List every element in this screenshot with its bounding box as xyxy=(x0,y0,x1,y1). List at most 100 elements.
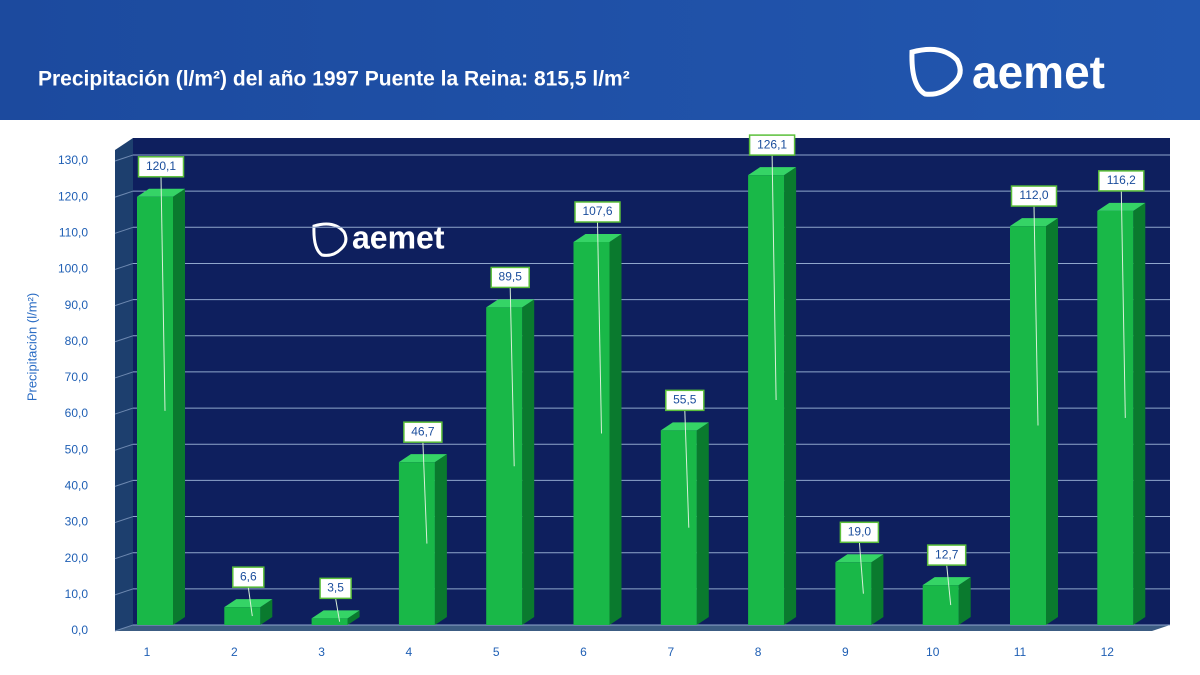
leader-line xyxy=(509,287,515,467)
bar-top xyxy=(311,610,360,619)
value-label: 89,5 xyxy=(499,270,523,284)
grid-line xyxy=(114,516,134,524)
bar xyxy=(486,299,535,625)
value-label: 112,0 xyxy=(1019,188,1048,202)
leader-line xyxy=(1033,206,1039,426)
bar xyxy=(660,422,709,625)
leader-line xyxy=(684,410,690,528)
bar xyxy=(224,599,273,625)
side-wall xyxy=(115,138,133,631)
y-tick-label: 100,0 xyxy=(58,262,88,276)
bar-top xyxy=(922,577,971,586)
value-label-box xyxy=(574,201,621,223)
bar-side xyxy=(958,577,971,625)
bar xyxy=(137,188,185,626)
grid-line xyxy=(114,624,134,632)
floor xyxy=(115,625,1170,631)
grid-line xyxy=(114,479,134,487)
value-label: 116,2 xyxy=(1107,173,1136,187)
leader-line xyxy=(946,565,952,606)
y-tick-label: 80,0 xyxy=(65,334,89,348)
y-tick-label: 10,0 xyxy=(65,587,89,601)
grid-line xyxy=(114,588,134,596)
back-wall xyxy=(133,138,1170,625)
bar xyxy=(1010,218,1058,626)
value-label: 107,6 xyxy=(582,204,612,218)
grid-line xyxy=(114,443,134,451)
bar-side xyxy=(260,599,273,625)
x-tick-label: 4 xyxy=(406,645,413,659)
bar-top xyxy=(660,422,709,431)
x-tick-label: 10 xyxy=(926,645,940,659)
bar-front xyxy=(573,241,610,625)
value-label: 3,5 xyxy=(327,581,344,595)
bar-front xyxy=(398,462,435,625)
x-tick-label: 7 xyxy=(667,645,674,659)
y-tick-label: 0,0 xyxy=(71,623,88,637)
bar-front xyxy=(137,196,173,626)
y-tick-label: 20,0 xyxy=(65,551,89,565)
x-tick-label: 9 xyxy=(842,645,849,659)
bar-side xyxy=(173,188,185,626)
bar-side xyxy=(347,610,360,625)
x-tick-label: 3 xyxy=(318,645,325,659)
leader-line xyxy=(422,442,428,544)
value-label-box xyxy=(137,156,185,178)
bar-front xyxy=(835,562,872,625)
grid-line xyxy=(114,190,134,198)
value-label-box xyxy=(319,577,352,600)
y-tick-label: 40,0 xyxy=(65,479,89,493)
y-tick-label: 120,0 xyxy=(58,189,88,203)
grid-line xyxy=(114,552,134,560)
bar-side xyxy=(434,454,447,625)
x-tick-label: 1 xyxy=(144,645,151,659)
plot-logo: aemet xyxy=(312,219,445,257)
grid-line xyxy=(114,226,134,234)
bar-front xyxy=(922,585,959,625)
bar-front xyxy=(660,430,697,625)
grid-line xyxy=(114,299,134,307)
value-label: 126,1 xyxy=(757,137,787,151)
x-tick-label: 11 xyxy=(1014,645,1027,659)
value-label: 120,1 xyxy=(146,159,176,173)
value-label-box xyxy=(403,421,443,443)
x-tick-label: 8 xyxy=(755,645,762,659)
value-label-box xyxy=(1010,185,1058,207)
bar-top xyxy=(835,554,884,563)
bar-side xyxy=(784,167,797,625)
bar-front xyxy=(224,607,261,625)
leader-line xyxy=(160,176,166,411)
leader-line xyxy=(771,155,777,401)
grid-line xyxy=(114,154,134,162)
bar xyxy=(573,233,622,625)
y-tick-label: 60,0 xyxy=(65,406,89,420)
value-label: 19,0 xyxy=(848,524,872,538)
grid-line xyxy=(114,407,134,415)
bar xyxy=(748,167,797,625)
y-tick-label: 30,0 xyxy=(65,515,89,529)
bar-side xyxy=(609,233,622,625)
value-label: 55,5 xyxy=(673,393,697,407)
bar xyxy=(1097,202,1146,625)
y-tick-label: 70,0 xyxy=(65,370,89,384)
value-label-box xyxy=(839,521,880,544)
value-label: 12,7 xyxy=(935,547,959,561)
bar xyxy=(922,577,971,625)
x-tick-label: 2 xyxy=(231,645,238,659)
leader-line xyxy=(1120,190,1126,418)
bar-side xyxy=(696,422,709,625)
value-label-box xyxy=(232,566,265,588)
bar-front xyxy=(748,175,785,625)
y-tick-label: 90,0 xyxy=(65,298,89,312)
value-label-box xyxy=(665,389,705,412)
leader-line xyxy=(858,542,864,594)
leader-line xyxy=(335,598,341,622)
value-label-box xyxy=(490,266,530,289)
bar-top xyxy=(398,454,447,463)
y-tick-label: 110,0 xyxy=(59,225,88,239)
y-axis-label: Precipitación (l/m²) xyxy=(24,293,39,401)
grid-line xyxy=(114,335,134,343)
y-tick-label: 130,0 xyxy=(58,153,88,167)
value-label-box xyxy=(1098,170,1145,192)
